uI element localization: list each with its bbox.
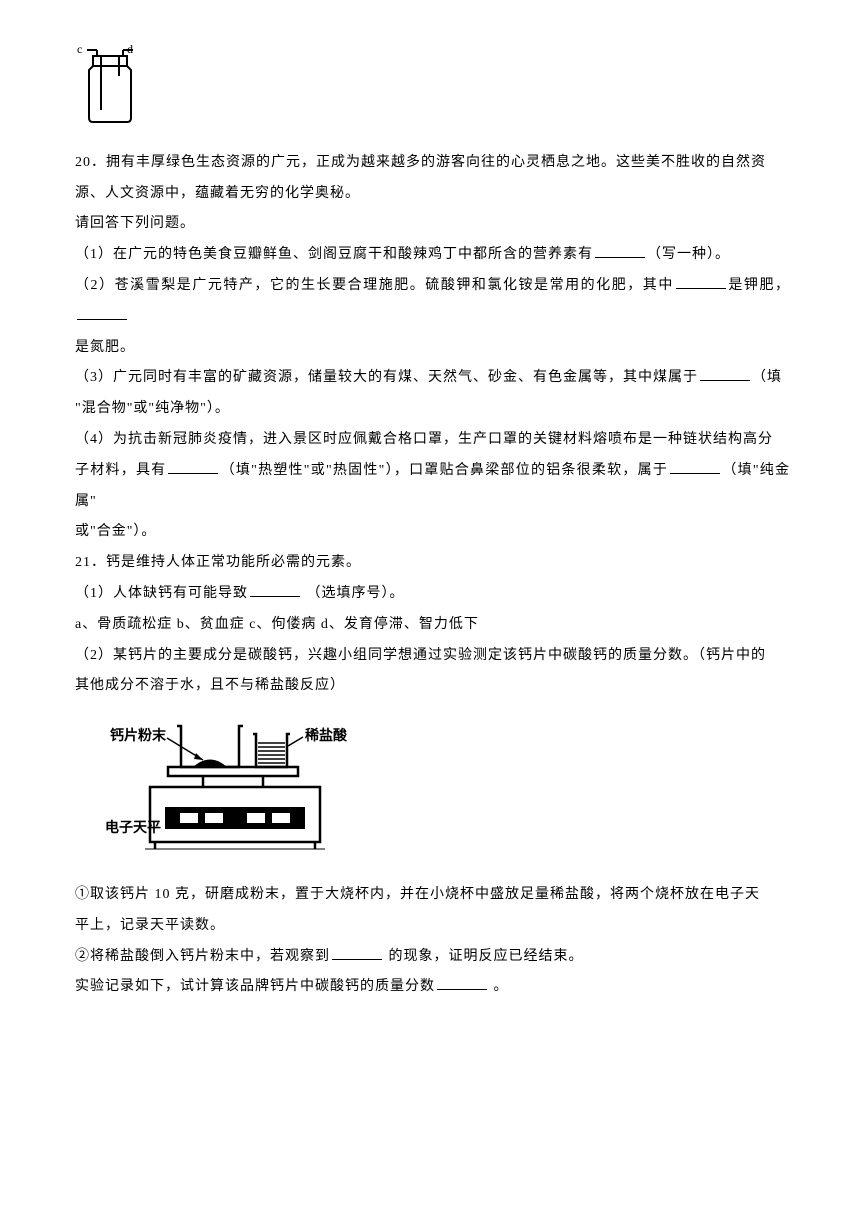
q21-step3: 实验记录如下，试计算该品牌钙片中碳酸钙的质量分数 。 xyxy=(75,972,790,1003)
q20-sub2-end: 是氮肥。 xyxy=(75,333,790,364)
blank-q21-step3[interactable] xyxy=(437,972,487,990)
q20-sub4-line1: （4）为抗击新冠肺炎疫情，进入景区时应佩戴合格口罩，生产口罩的关键材料熔喷布是一… xyxy=(75,425,790,456)
blank-q21-1[interactable] xyxy=(250,579,300,597)
label-acid: 稀盐酸 xyxy=(305,727,348,744)
balance-diagram: 钙片粉末 稀盐酸 xyxy=(75,712,790,870)
q20-sub3: （3）广元同时有丰富的矿藏资源，储量较大的有煤、天然气、砂金、有色金属等，其中煤… xyxy=(75,363,790,394)
q21-number: 21． xyxy=(75,555,106,570)
blank-q20-3[interactable] xyxy=(700,363,750,381)
q21-sub2-line2: 其他成分不溶于水，且不与稀盐酸反应） xyxy=(75,671,790,702)
blank-q20-2b[interactable] xyxy=(77,302,127,320)
bottle-label-c: c xyxy=(77,42,82,56)
q20-sub4-line2: 子材料，具有（填"热塑性"或"热固性"），口罩贴合鼻梁部位的铝条很柔软，属于（填… xyxy=(75,456,790,518)
blank-q20-4a[interactable] xyxy=(168,456,218,474)
q20-intro-1: 20．拥有丰厚绿色生态资源的广元，正成为越来越多的游客向往的心灵栖息之地。这些美… xyxy=(75,148,790,179)
q21-step1-line1: ①取该钙片 10 克，研磨成粉末，置于大烧杯内，并在小烧杯中盛放足量稀盐酸，将两… xyxy=(75,880,790,911)
bottle-diagram: c d xyxy=(75,40,790,138)
blank-q20-2a[interactable] xyxy=(676,271,726,289)
label-scale: 电子天平 xyxy=(105,819,161,836)
q20-sub1: （1）在广元的特色美食豆瓣鲜鱼、剑阁豆腐干和酸辣鸡丁中都所含的营养素有（写一种）… xyxy=(75,240,790,271)
q20-sub3-line2: "混合物"或"纯净物"）。 xyxy=(75,394,790,425)
bottle-svg: c d xyxy=(75,40,145,125)
q21-sub1: （1）人体缺钙有可能导致 （选填序号）。 xyxy=(75,579,790,610)
blank-q21-step2[interactable] xyxy=(332,942,382,960)
q21-sub2-line1: （2）某钙片的主要成分是碳酸钙，兴趣小组同学想通过实验测定该钙片中碳酸钙的质量分… xyxy=(75,641,790,672)
blank-q20-1[interactable] xyxy=(595,240,645,258)
q21-options: a、骨质疏松症 b、贫血症 c、佝偻病 d、发育停滞、智力低下 xyxy=(75,610,790,641)
label-powder: 钙片粉末 xyxy=(110,727,167,744)
q21-step1-line2: 平上，记录天平读数。 xyxy=(75,911,790,942)
blank-q20-4b[interactable] xyxy=(670,456,720,474)
q21-step2: ②将稀盐酸倒入钙片粉末中，若观察到 的现象，证明反应已经结束。 xyxy=(75,942,790,973)
balance-svg: 钙片粉末 稀盐酸 xyxy=(105,712,365,857)
q21-intro: 21．钙是维持人体正常功能所必需的元素。 xyxy=(75,548,790,579)
q20-prompt: 请回答下列问题。 xyxy=(75,209,790,240)
q20-intro-2: 源、人文资源中，蕴藏着无穷的化学奥秘。 xyxy=(75,179,790,210)
q20-number: 20． xyxy=(75,155,106,170)
q20-sub2: （2）苍溪雪梨是广元特产，它的生长要合理施肥。硫酸钾和氯化铵是常用的化肥，其中是… xyxy=(75,271,790,333)
q20-sub4-line3: 或"合金"）。 xyxy=(75,517,790,548)
